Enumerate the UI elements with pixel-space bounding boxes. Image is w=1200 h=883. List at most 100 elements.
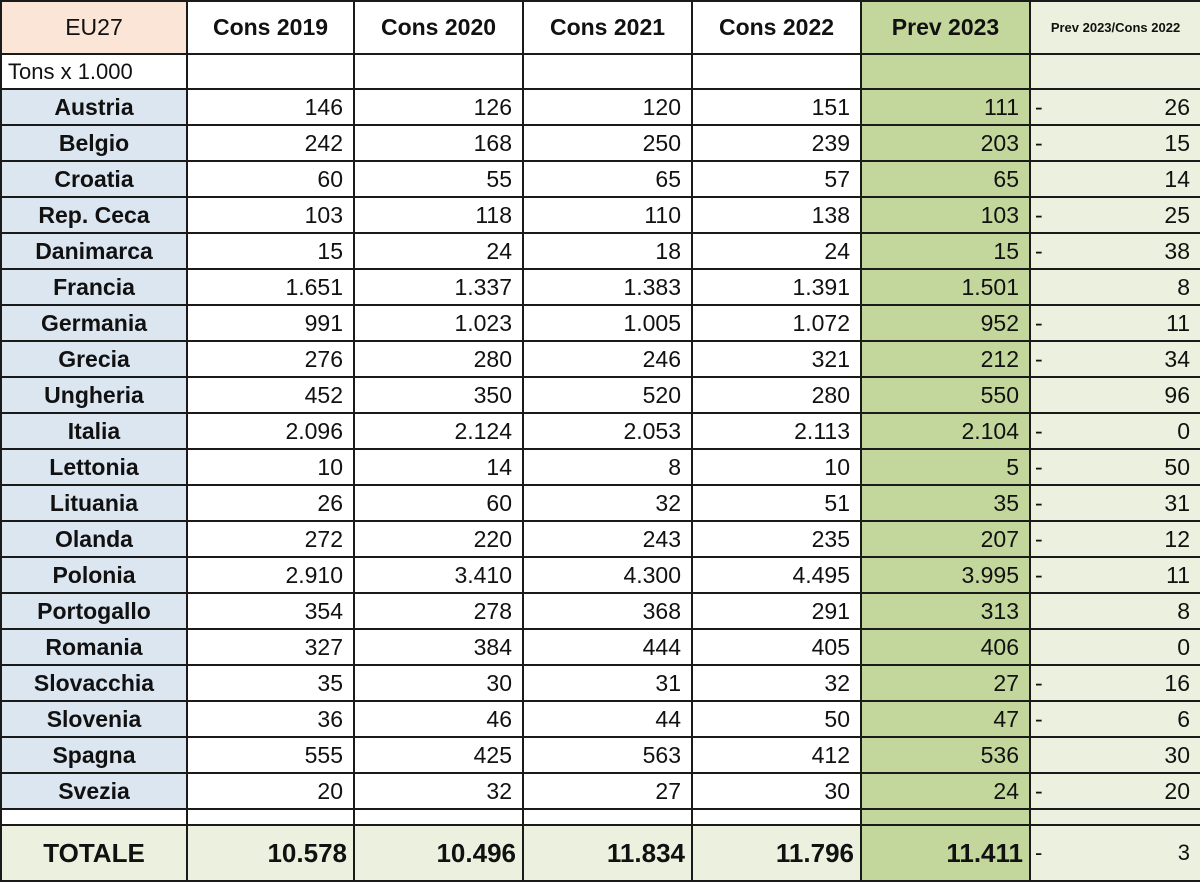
value-cell: 26 [186,484,355,522]
value-cell: 520 [522,376,693,414]
value-cell: 2.096 [186,412,355,450]
value-cell: 278 [353,592,524,630]
ratio-cell: - 50 [1029,448,1200,486]
ratio-cell: - 20 [1029,772,1200,810]
ratio-cell: 14 [1029,160,1200,198]
ratio-sign: - [1035,237,1043,264]
prev-2023-cell: 1.501 [860,268,1031,306]
prev-2023-cell: 27 [860,664,1031,702]
table-row: Slovenia 36 46 44 50 47-6 [0,700,1200,738]
ratio-value: 0 [1177,417,1190,444]
ratio-value: 26 [1164,93,1190,120]
country-cell: Romania [0,628,188,666]
ratio-sign: - [1035,840,1043,865]
value-cell: 235 [691,520,862,558]
prev-2023-cell: 11.411 [860,824,1031,882]
table-row: Austria 146 126 120 151 111- 26 [0,88,1200,126]
value-cell: 8 [522,448,693,486]
value-cell: 1.005 [522,304,693,342]
ratio-content: - 16 [1032,669,1199,697]
value-cell: 60 [353,484,524,522]
ratio-content: - 31 [1032,489,1199,517]
ratio-content: - 50 [1032,454,1199,481]
empty-cell [1029,808,1200,826]
value-cell: 2.910 [186,556,355,594]
region-header: EU27 [0,0,188,55]
table-row: Lituania 26 60 32 51 35- 31 [0,484,1200,522]
prev-2023-cell: 47 [860,700,1031,738]
ratio-value: 12 [1164,525,1190,552]
table-row: Belgio 242 168 250 239 203- 15 [0,124,1200,162]
value-cell: 11.796 [691,824,862,882]
value-cell: 354 [186,592,355,630]
value-cell: 27 [522,772,693,810]
value-cell: 276 [186,340,355,378]
ratio-content: - 38 [1032,237,1199,265]
value-cell: 10.578 [186,824,355,882]
value-cell: 35 [186,664,355,702]
value-cell: 15 [186,232,355,270]
ratio-content: - 34 [1032,346,1199,373]
ratio-value: 14 [1164,165,1190,192]
value-cell: 138 [691,196,862,234]
table-row: Slovacchia 35 30 31 32 27- 16 [0,664,1200,702]
ratio-sign: - [1035,489,1043,516]
prev-2023-cell: 313 [860,592,1031,630]
prev-2023-cell: 103 [860,196,1031,234]
ratio-sign: - [1035,561,1043,588]
col-header-cons-2020: Cons 2020 [353,0,524,55]
value-cell: 36 [186,700,355,738]
empty-cell [860,808,1031,826]
value-cell: 1.072 [691,304,862,342]
value-cell: 32 [522,484,693,522]
value-cell: 2.053 [522,412,693,450]
prev-2023-cell: 2.104 [860,412,1031,450]
ratio-cell: 96 [1029,376,1200,414]
value-cell: 20 [186,772,355,810]
value-cell: 32 [353,772,524,810]
ratio-value: 8 [1177,273,1190,300]
prev-2023-cell: 3.995 [860,556,1031,594]
value-cell: 280 [353,340,524,378]
country-cell: Lettonia [0,448,188,486]
value-cell: 60 [186,160,355,198]
table-row: Ungheria 452 350 520 280 550 96 [0,376,1200,414]
value-cell: 2.113 [691,412,862,450]
prev-2023-cell: 35 [860,484,1031,522]
ratio-cell: - 38 [1029,232,1200,270]
country-cell: Olanda [0,520,188,558]
table-row: Rep. Ceca 103 118 110 138 103-25 [0,196,1200,234]
empty-cell [186,53,355,90]
ratio-cell: - 11 [1029,556,1200,594]
value-cell: 555 [186,736,355,774]
value-cell: 24 [691,232,862,270]
ratio-value: 15 [1164,129,1190,156]
country-cell: Grecia [0,340,188,378]
ratio-content: -3 [1032,840,1199,866]
value-cell: 3.410 [353,556,524,594]
country-cell: Polonia [0,556,188,594]
country-cell: Danimarca [0,232,188,270]
value-cell: 14 [353,448,524,486]
value-cell: 405 [691,628,862,666]
ratio-value: 16 [1164,669,1190,696]
value-cell: 321 [691,340,862,378]
spacer-row [0,808,1200,826]
table-row: Portogallo 354 278 368 291 313 8 [0,592,1200,630]
table-row: Polonia 2.910 3.410 4.300 4.495 3.995- 11 [0,556,1200,594]
country-cell: Germania [0,304,188,342]
value-cell: 1.383 [522,268,693,306]
prev-2023-cell: 15 [860,232,1031,270]
country-cell: Slovenia [0,700,188,738]
value-cell: 280 [691,376,862,414]
ratio-content: 30 [1032,742,1199,769]
value-cell: 10 [186,448,355,486]
country-cell: Ungheria [0,376,188,414]
empty-cell [691,808,862,826]
value-cell: 57 [691,160,862,198]
value-cell: 384 [353,628,524,666]
value-cell: 146 [186,88,355,126]
table-row: Grecia 276 280 246 321 212- 34 [0,340,1200,378]
ratio-cell: - 34 [1029,340,1200,378]
